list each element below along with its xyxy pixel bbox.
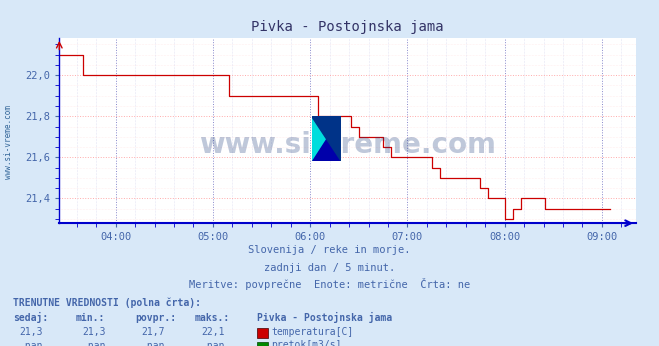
Text: -nan: -nan bbox=[142, 341, 165, 346]
Text: -nan: -nan bbox=[20, 341, 43, 346]
Text: maks.:: maks.: bbox=[194, 313, 229, 323]
Text: 21,3: 21,3 bbox=[20, 327, 43, 337]
Text: Meritve: povprečne  Enote: metrične  Črta: ne: Meritve: povprečne Enote: metrične Črta:… bbox=[189, 278, 470, 290]
Polygon shape bbox=[312, 117, 341, 162]
Polygon shape bbox=[312, 117, 341, 162]
Text: min.:: min.: bbox=[76, 313, 105, 323]
Text: temperatura[C]: temperatura[C] bbox=[272, 327, 354, 337]
Text: 21,7: 21,7 bbox=[142, 327, 165, 337]
Text: TRENUTNE VREDNOSTI (polna črta):: TRENUTNE VREDNOSTI (polna črta): bbox=[13, 298, 201, 308]
Text: Slovenija / reke in morje.: Slovenija / reke in morje. bbox=[248, 245, 411, 255]
Text: www.si-vreme.com: www.si-vreme.com bbox=[199, 131, 496, 160]
Polygon shape bbox=[312, 117, 341, 162]
Title: Pivka - Postojnska jama: Pivka - Postojnska jama bbox=[251, 20, 444, 34]
Text: 21,3: 21,3 bbox=[82, 327, 106, 337]
Text: 22,1: 22,1 bbox=[201, 327, 225, 337]
Text: -nan: -nan bbox=[201, 341, 225, 346]
Text: -nan: -nan bbox=[82, 341, 106, 346]
Text: pretok[m3/s]: pretok[m3/s] bbox=[272, 340, 342, 346]
Text: povpr.:: povpr.: bbox=[135, 313, 176, 323]
Text: Pivka - Postojnska jama: Pivka - Postojnska jama bbox=[257, 312, 392, 323]
Polygon shape bbox=[312, 117, 341, 162]
Text: zadnji dan / 5 minut.: zadnji dan / 5 minut. bbox=[264, 263, 395, 273]
Text: sedaj:: sedaj: bbox=[13, 312, 48, 323]
Text: www.si-vreme.com: www.si-vreme.com bbox=[4, 105, 13, 179]
